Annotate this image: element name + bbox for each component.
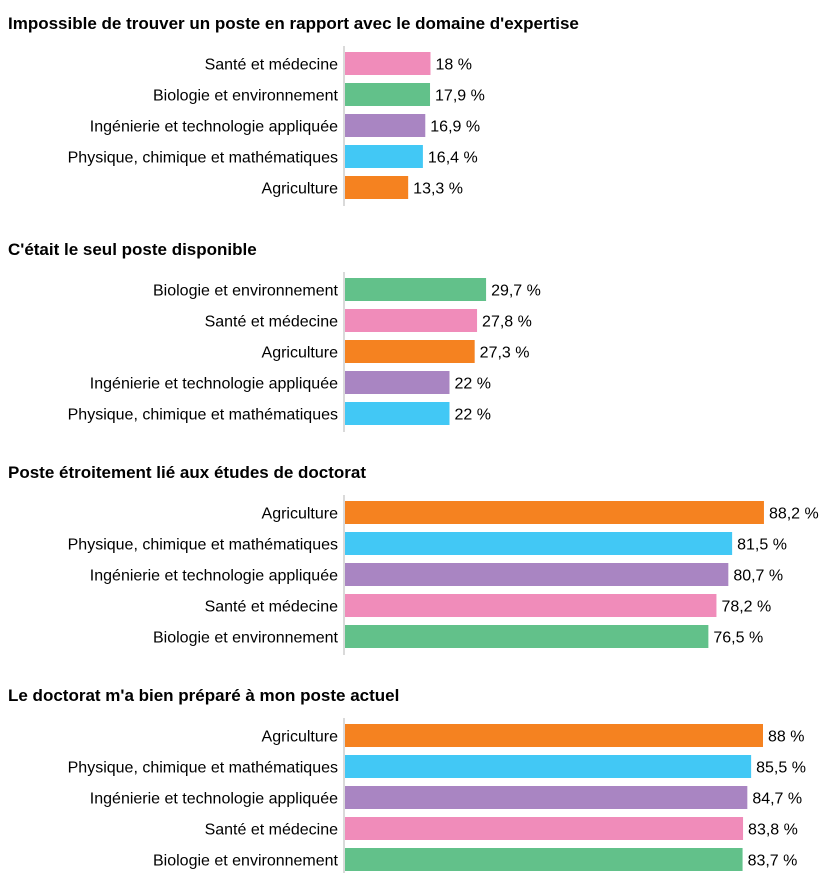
value-label: 78,2 % <box>721 599 771 616</box>
panel-title: Poste étroitement lié aux études de doct… <box>8 463 366 482</box>
value-label: 80,7 % <box>733 568 783 585</box>
value-label: 83,8 % <box>748 822 798 839</box>
value-label: 81,5 % <box>737 537 787 554</box>
chart-panel: C'était le seul poste disponible Biologie… <box>8 240 541 432</box>
category-label: Biologie et environnement <box>153 853 339 870</box>
value-label: 83,7 % <box>748 853 798 870</box>
category-label: Santé et médecine <box>205 314 339 331</box>
value-label: 22 % <box>455 407 491 424</box>
value-label: 84,7 % <box>752 791 802 808</box>
category-label: Biologie et environnement <box>153 630 339 647</box>
bar <box>345 501 764 524</box>
panel-title: Le doctorat m'a bien préparé à mon poste… <box>8 686 399 705</box>
value-label: 18 % <box>436 57 472 74</box>
category-label: Agriculture <box>262 729 339 746</box>
category-label: Santé et médecine <box>205 599 339 616</box>
bar <box>345 114 426 137</box>
bar <box>345 278 487 301</box>
value-label: 16,9 % <box>430 119 480 136</box>
bar <box>345 724 763 747</box>
chart-panel: Impossible de trouver un poste en rappor… <box>8 14 579 206</box>
category-label: Physique, chimique et mathématiques <box>68 407 338 424</box>
bar <box>345 594 717 617</box>
value-label: 17,9 % <box>435 88 485 105</box>
bar <box>345 402 450 425</box>
category-label: Physique, chimique et mathématiques <box>68 537 338 554</box>
bar <box>345 83 431 106</box>
value-label: 88 % <box>768 729 804 746</box>
bar <box>345 848 743 871</box>
bar <box>345 52 431 75</box>
category-label: Santé et médecine <box>205 822 339 839</box>
value-label: 88,2 % <box>769 506 819 523</box>
category-label: Ingénierie et technologie appliquée <box>90 568 338 585</box>
value-label: 76,5 % <box>713 630 763 647</box>
bar <box>345 309 478 332</box>
chart-panel: Le doctorat m'a bien préparé à mon poste… <box>8 686 806 873</box>
panel-title: C'était le seul poste disponible <box>8 240 257 259</box>
bar <box>345 625 709 648</box>
category-label: Santé et médecine <box>205 57 339 74</box>
category-label: Ingénierie et technologie appliquée <box>90 376 338 393</box>
panel-title: Impossible de trouver un poste en rappor… <box>8 14 579 33</box>
value-label: 85,5 % <box>756 760 806 777</box>
category-label: Ingénierie et technologie appliquée <box>90 119 338 136</box>
bar <box>345 176 409 199</box>
chart-panel: Poste étroitement lié aux études de doct… <box>8 463 819 655</box>
category-label: Biologie et environnement <box>153 88 339 105</box>
category-label: Agriculture <box>262 181 339 198</box>
category-label: Agriculture <box>262 345 339 362</box>
bar <box>345 340 475 363</box>
category-label: Physique, chimique et mathématiques <box>68 150 338 167</box>
value-label: 16,4 % <box>428 150 478 167</box>
value-label: 29,7 % <box>491 283 541 300</box>
category-label: Biologie et environnement <box>153 283 339 300</box>
category-label: Agriculture <box>262 506 339 523</box>
category-label: Physique, chimique et mathématiques <box>68 760 338 777</box>
value-label: 27,8 % <box>482 314 532 331</box>
value-label: 13,3 % <box>413 181 463 198</box>
bar <box>345 563 729 586</box>
bar <box>345 786 748 809</box>
bar <box>345 145 423 168</box>
bar <box>345 532 733 555</box>
value-label: 22 % <box>455 376 491 393</box>
bar <box>345 817 744 840</box>
category-label: Ingénierie et technologie appliquée <box>90 791 338 808</box>
bar <box>345 755 752 778</box>
value-label: 27,3 % <box>480 345 530 362</box>
bar <box>345 371 450 394</box>
